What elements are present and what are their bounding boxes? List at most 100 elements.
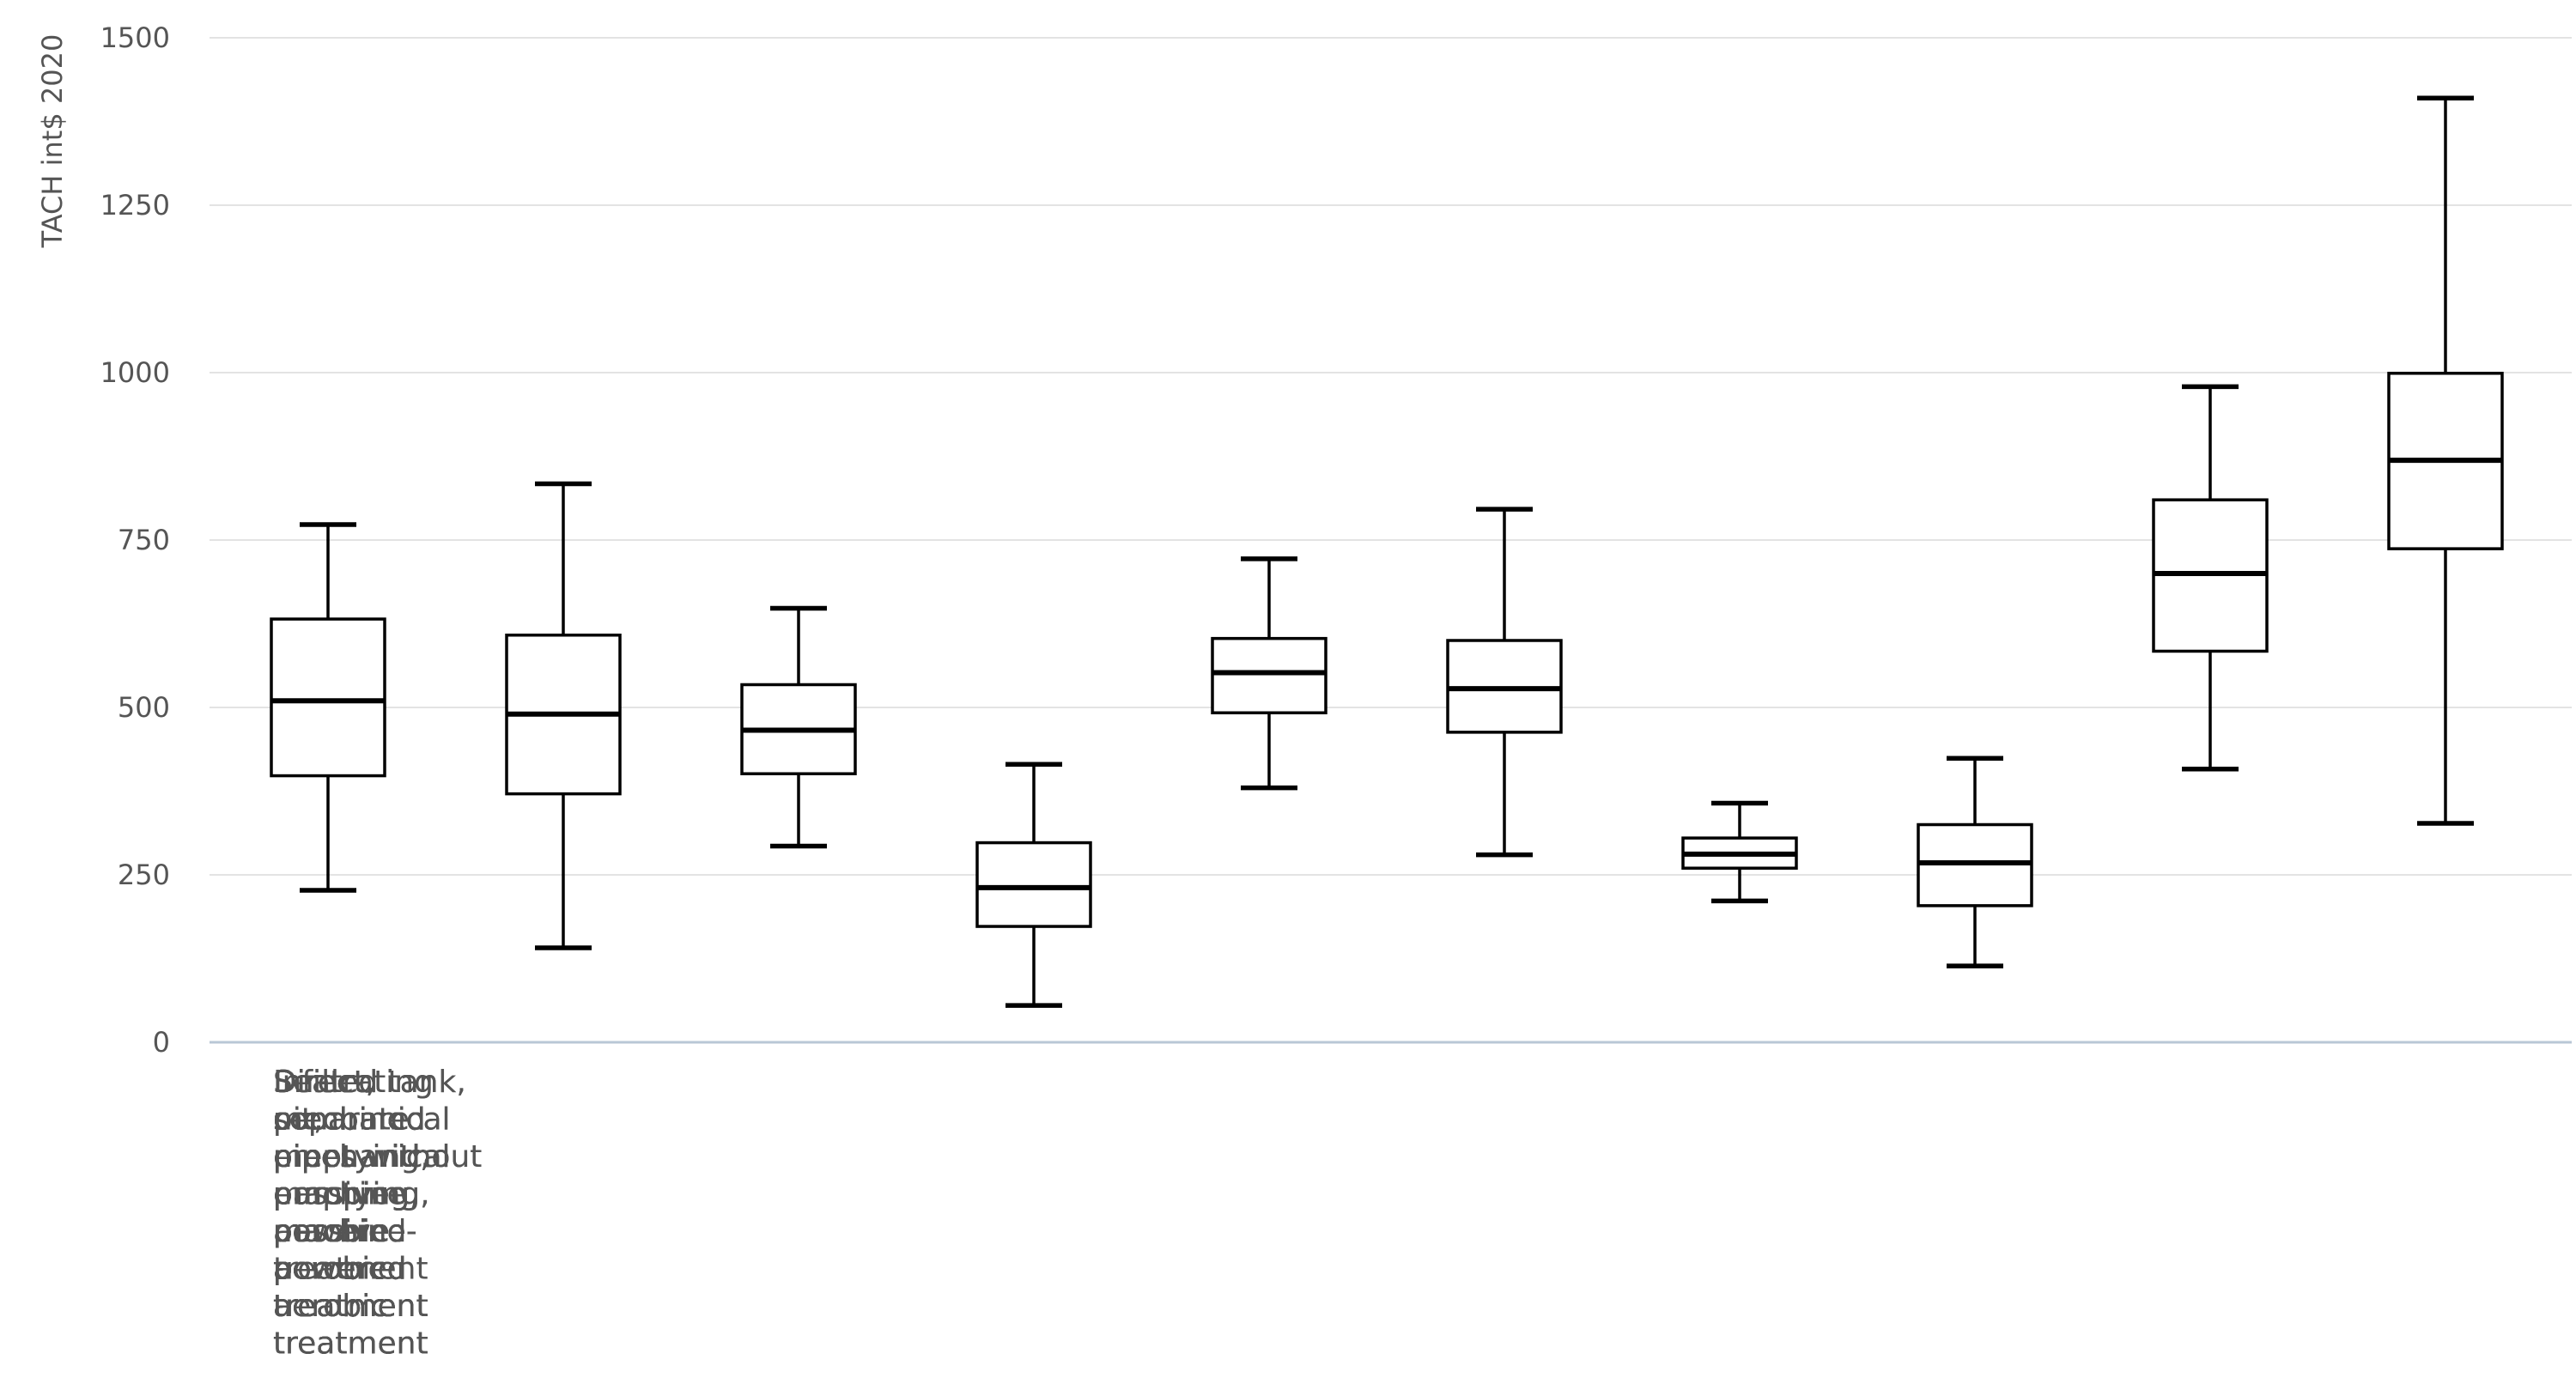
box-group-10 — [2387, 95, 2504, 826]
category-label-line: pit, — [273, 1102, 323, 1138]
category-label-line: machine- — [273, 1214, 417, 1249]
box-group-6 — [1446, 507, 1563, 858]
y-tick-label: 1000 — [100, 356, 170, 389]
category-label-4: Sealed tank, mechanical emptying, passive ae… — [273, 1065, 466, 1287]
category-label-line: treatment — [273, 1289, 428, 1324]
box-group-9 — [2152, 384, 2269, 772]
category-label-line: Infiltrating — [273, 1065, 434, 1100]
box-group-1 — [270, 522, 386, 893]
category-label-line: passive — [273, 1214, 390, 1249]
y-tick-label: 0 — [153, 1026, 170, 1059]
category-label-line: machine — [273, 1214, 406, 1249]
category-label-line: aerobic — [273, 1289, 387, 1324]
category-label-line: pumping, — [273, 1177, 420, 1212]
category-label-line: treatment — [273, 1289, 428, 1324]
category-label-line: pipes with — [273, 1139, 431, 1174]
category-label-3: Sealed tank, mechanical emptying, machine po… — [273, 1065, 466, 1324]
iqr-box — [975, 841, 1092, 928]
category-label-line: treatment — [273, 1289, 428, 1324]
category-label-line: emptying, — [273, 1139, 430, 1174]
category-label-line: treatment — [273, 1289, 428, 1324]
category-label-line: Infiltrating — [273, 1065, 434, 1100]
category-label-line: pipes with — [273, 1139, 431, 1174]
category-label-line: pit, — [273, 1102, 323, 1138]
category-label-7: Direct, combined pipes without pumping, mach… — [273, 1065, 482, 1362]
category-label-line: mechanical — [273, 1102, 451, 1138]
category-label-line: pumping, — [273, 1177, 420, 1212]
box-group-8 — [1917, 756, 2033, 968]
y-tick-label: 250 — [118, 859, 170, 891]
category-label-2: Infiltrating pit, mechanical emptying, passi… — [273, 1065, 451, 1324]
category-label-line: separate — [273, 1102, 410, 1138]
category-label-line: aerobic — [273, 1252, 387, 1287]
y-tick-label: 500 — [118, 691, 170, 724]
category-label-line: pipes with — [273, 1139, 431, 1174]
category-label-1: Infiltrating pit, mechanical emptying, machi… — [273, 1065, 451, 1362]
y-axis-ticks: 0 250 500 750 1000 1250 1500 — [100, 21, 170, 1059]
category-label-9: Direct, separate pipes with pumping, machine… — [273, 1065, 431, 1362]
box-group-2 — [505, 481, 622, 950]
category-label-line: passive — [273, 1214, 390, 1249]
category-label-line: mechanical — [273, 1139, 451, 1174]
category-label-line: emptying, — [273, 1139, 430, 1174]
category-label-line: passive — [273, 1214, 390, 1249]
category-label-line: powered — [273, 1252, 406, 1287]
category-label-line: aerobic — [273, 1252, 387, 1287]
category-label-line: combined — [273, 1102, 426, 1138]
category-label-line: pipes without — [273, 1139, 482, 1174]
category-label-line: pipes with — [273, 1139, 431, 1174]
category-label-line: aerobic — [273, 1289, 387, 1324]
category-label-line: mechanical — [273, 1139, 451, 1174]
iqr-box — [270, 617, 386, 778]
category-label-line: pumping, — [273, 1177, 420, 1212]
category-label-line: treatment — [273, 1326, 428, 1362]
category-label-line: treatment — [273, 1326, 428, 1362]
box-group-3 — [740, 605, 857, 849]
category-label-line: Direct, — [273, 1065, 375, 1100]
category-label-5: Direct, combined pipes with pumping, machine… — [273, 1065, 431, 1362]
category-label-line: Direct, — [273, 1065, 375, 1100]
category-label-line: treatment — [273, 1252, 428, 1287]
category-label-line: Sealed tank, — [273, 1065, 466, 1100]
boxes — [270, 95, 2504, 1008]
y-tick-label: 1500 — [100, 21, 170, 54]
category-label-line: powered — [273, 1214, 406, 1249]
category-label-line: passive — [273, 1214, 390, 1249]
x-axis-category-labels: Infiltrating pit, mechanical emptying, machi… — [273, 1065, 482, 1362]
category-label-line: machine — [273, 1177, 406, 1212]
category-label-line: pumping, — [273, 1177, 420, 1212]
category-label-line: Direct, — [273, 1065, 375, 1100]
category-label-6: Direct, combined pipes with pumping, passive… — [273, 1065, 431, 1324]
box-group-7 — [1681, 800, 1798, 904]
category-label-line: treatment — [273, 1326, 428, 1362]
category-label-line: Direct, — [273, 1065, 375, 1100]
category-label-line: Direct, — [273, 1065, 375, 1100]
category-label-line: combined — [273, 1102, 426, 1138]
box-group-4 — [975, 762, 1092, 1008]
category-label-line: aerobic — [273, 1252, 387, 1287]
category-label-line: separate — [273, 1102, 410, 1138]
category-label-line: passive — [273, 1177, 390, 1212]
category-label-line: machine- — [273, 1214, 417, 1249]
category-label-line: Direct, — [273, 1065, 375, 1100]
category-label-line: Sealed tank, — [273, 1065, 466, 1100]
category-label-8: Direct, combined pipes without pumping, pass… — [273, 1065, 482, 1324]
category-label-line: mechanical — [273, 1102, 451, 1138]
category-label-line: aerobic — [273, 1214, 387, 1249]
category-label-line: powered — [273, 1252, 406, 1287]
category-label-line: emptying, — [273, 1177, 430, 1212]
iqr-box — [1211, 636, 1327, 714]
category-label-line: aerobic — [273, 1252, 387, 1287]
category-label-line: treatment — [273, 1326, 428, 1362]
category-label-line: treatment — [273, 1289, 428, 1324]
category-label-line: combined — [273, 1102, 426, 1138]
category-label-line: pumping, — [273, 1177, 420, 1212]
y-axis-title: TACH int$ 2020 — [36, 34, 69, 249]
category-label-line: aerobic — [273, 1289, 387, 1324]
category-label-line: powered — [273, 1252, 406, 1287]
category-label-line: emptying, — [273, 1177, 430, 1212]
category-label-line: powered — [273, 1252, 406, 1287]
category-label-line: combined — [273, 1102, 426, 1138]
